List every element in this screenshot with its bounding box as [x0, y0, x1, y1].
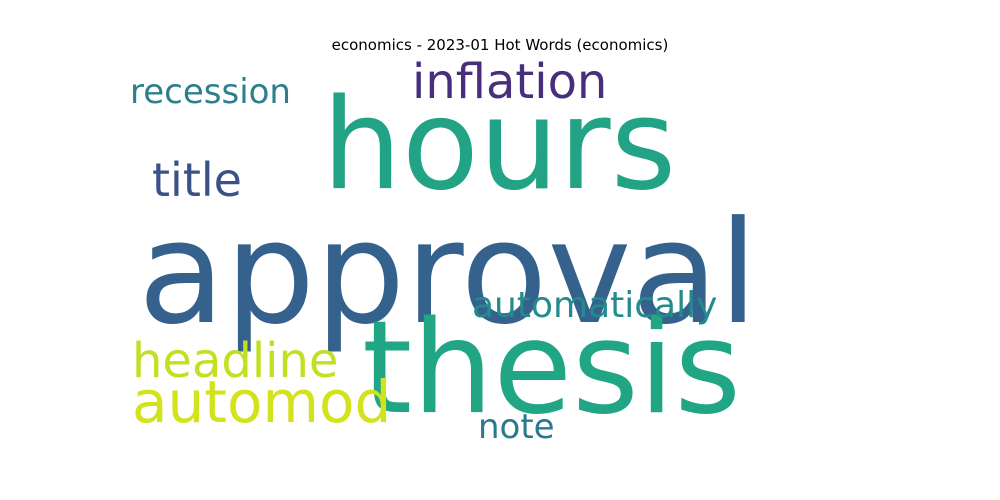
- chart-title: economics - 2023-01 Hot Words (economics…: [331, 36, 669, 54]
- word-approval: approval: [138, 191, 758, 356]
- word-inflation: inflation: [412, 54, 607, 110]
- word-note: note: [478, 407, 555, 447]
- word-title: title: [152, 153, 242, 207]
- word-hours: hours: [322, 71, 676, 218]
- word-thesis: thesis: [362, 294, 741, 443]
- word-headline: headline: [132, 333, 338, 389]
- word-recession: recession: [130, 72, 291, 112]
- word-automod: automod: [132, 368, 391, 436]
- word-automatically: automatically: [472, 285, 717, 326]
